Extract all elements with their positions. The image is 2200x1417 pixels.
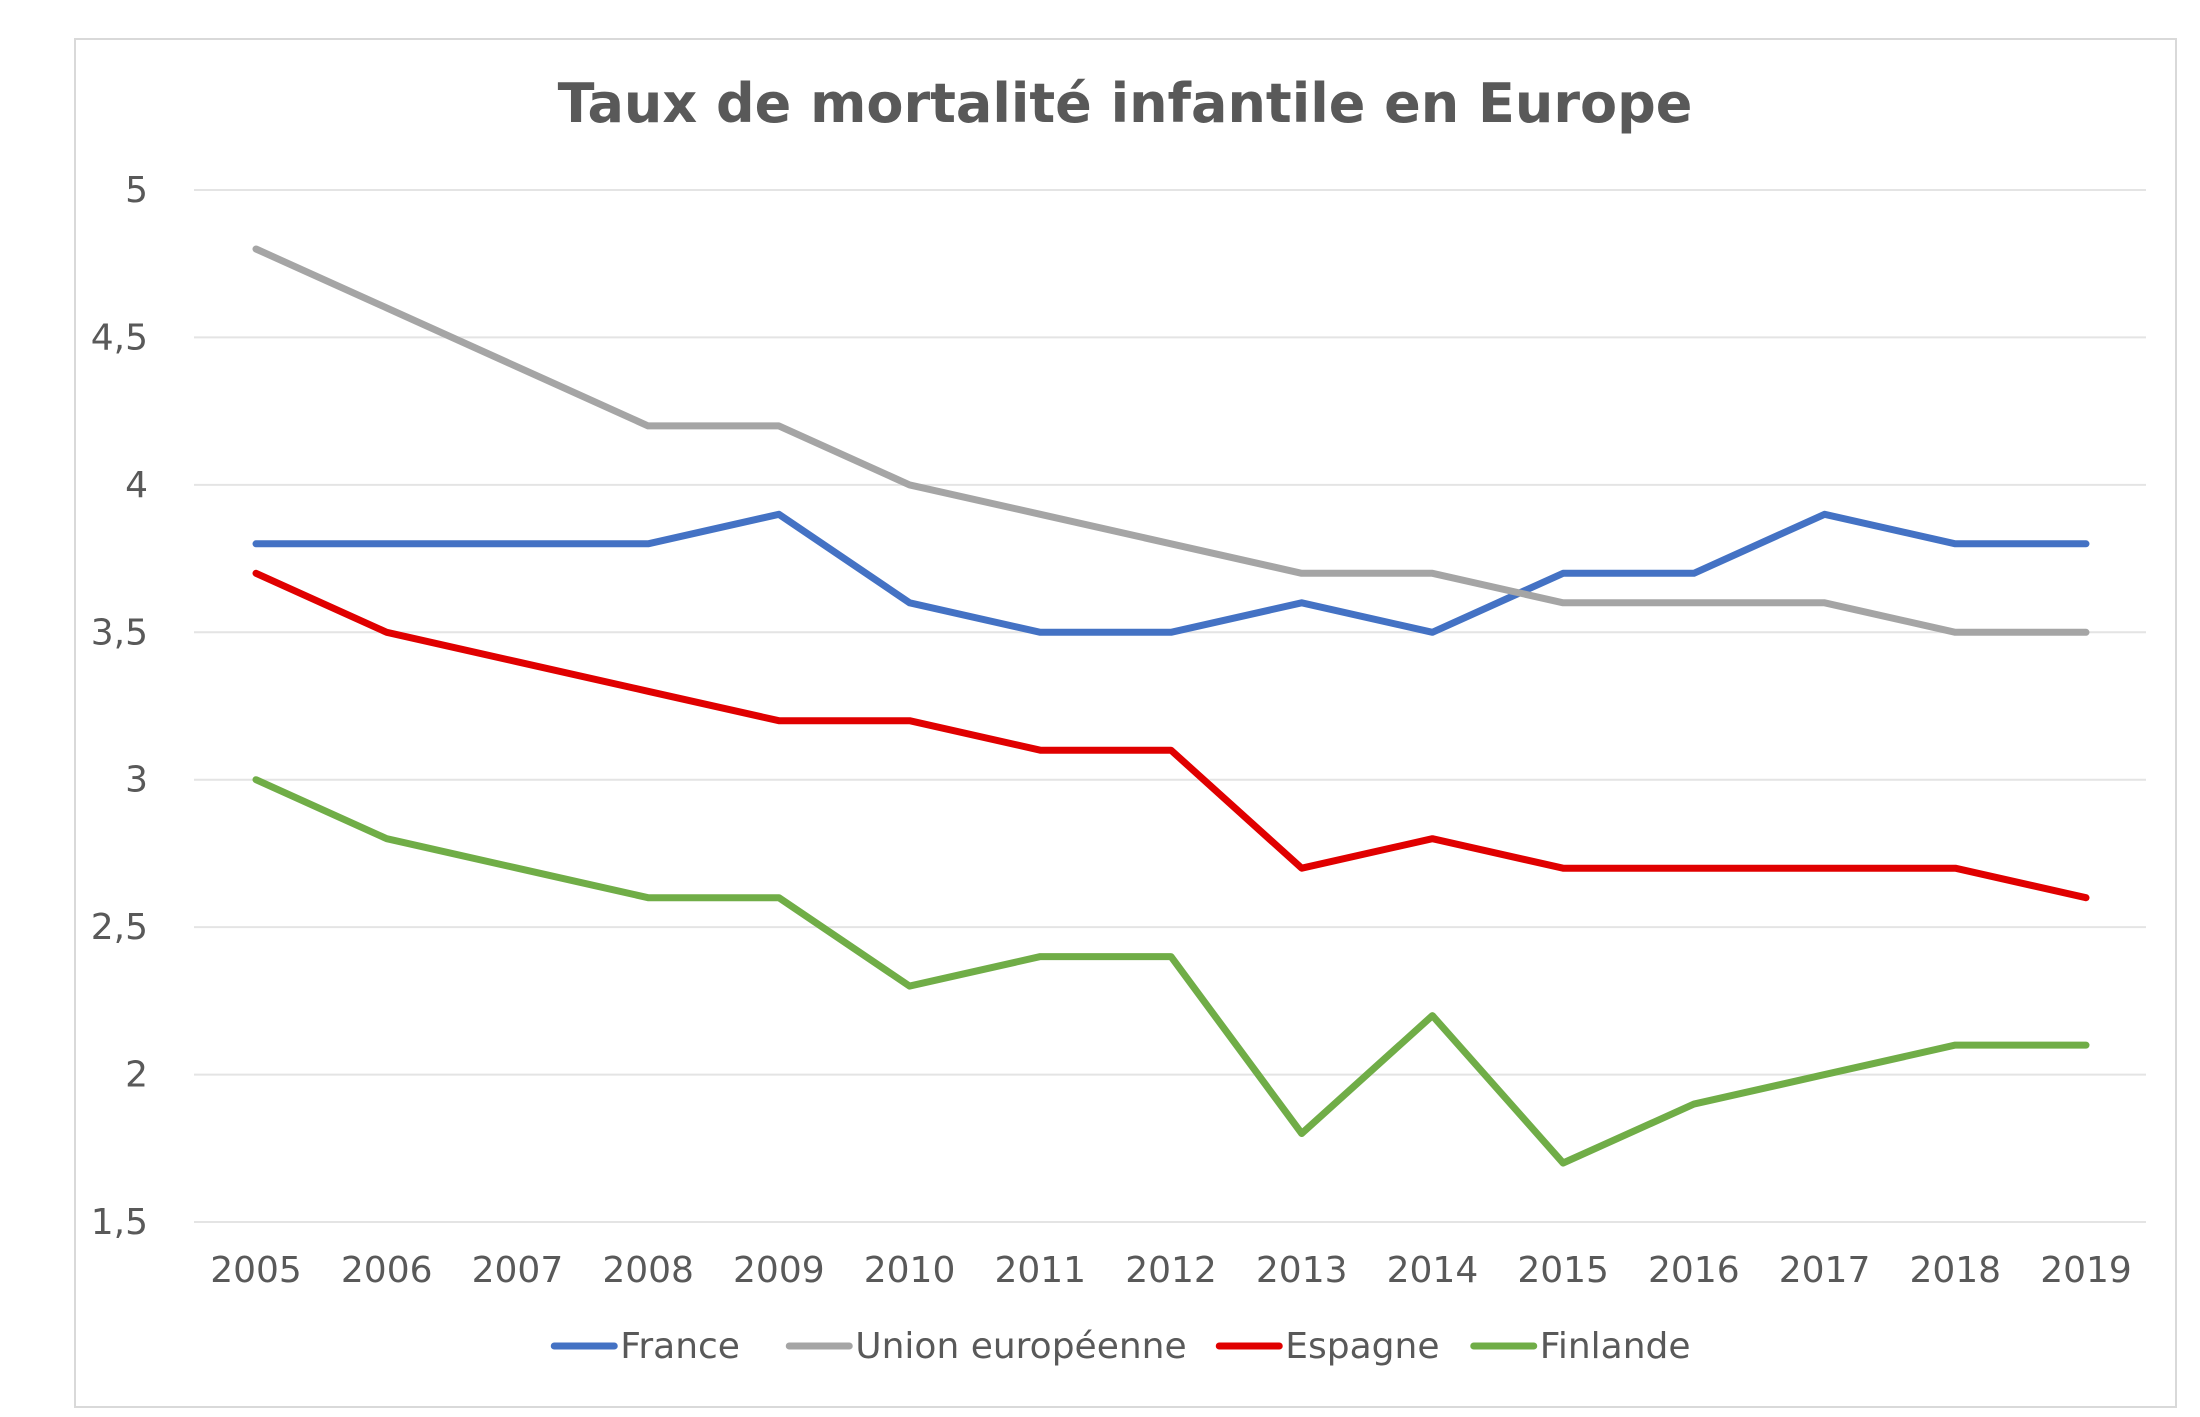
x-tick-label: 2018	[1909, 1250, 2001, 1291]
legend-item-union-europ-enne: Union européenne	[785, 1326, 1187, 1367]
y-tick-label: 2,5	[91, 907, 148, 948]
legend-label: Finlande	[1540, 1326, 1691, 1367]
x-tick-label: 2013	[1256, 1250, 1348, 1291]
series-line-france	[252, 510, 2090, 636]
y-tick-label: 4	[125, 465, 148, 506]
y-tick-label: 4,5	[91, 317, 148, 358]
x-axis-tick-labels: 2005 2006 2007 2008 2009 2010 2011 2012 2013 2014…	[210, 1250, 2132, 1291]
x-tick-label: 2007	[472, 1250, 564, 1291]
legend-item-espagne: Espagne	[1215, 1326, 1439, 1367]
x-tick-label: 2017	[1779, 1250, 1871, 1291]
x-tick-label: 2012	[1125, 1250, 1217, 1291]
y-tick-label: 1,5	[91, 1202, 148, 1243]
x-tick-label: 2014	[1387, 1250, 1479, 1291]
chart-title: Taux de mortalité infantile en Europe	[558, 72, 1693, 135]
legend-label: France	[620, 1326, 740, 1367]
x-tick-label: 2011	[994, 1250, 1086, 1291]
y-tick-label: 3	[125, 760, 148, 801]
legend-label: Espagne	[1285, 1326, 1439, 1367]
series-line-union-europ-enne	[252, 245, 2090, 636]
x-tick-label: 2015	[1517, 1250, 1609, 1291]
x-tick-label: 2016	[1648, 1250, 1740, 1291]
series-line-finlande	[252, 776, 2090, 1167]
legend: France Union européenne Espagne Finlande	[550, 1326, 1691, 1367]
legend-item-france: France	[550, 1326, 740, 1367]
y-tick-label: 3,5	[91, 612, 148, 653]
series-line-espagne	[252, 569, 2090, 902]
series-lines	[252, 245, 2090, 1167]
x-tick-label: 2010	[864, 1250, 956, 1291]
legend-label: Union européenne	[855, 1326, 1186, 1367]
chart-container: Taux de mortalité infantile en Europe 1,…	[74, 38, 2177, 1408]
y-axis-tick-labels: 1,5 2 2,5 3 3,5 4 4,5 5	[91, 170, 148, 1243]
x-tick-label: 2019	[2040, 1250, 2132, 1291]
y-tick-label: 2	[125, 1055, 148, 1096]
x-tick-label: 2009	[733, 1250, 825, 1291]
legend-item-finlande: Finlande	[1470, 1326, 1691, 1367]
x-tick-label: 2006	[341, 1250, 433, 1291]
x-tick-label: 2008	[602, 1250, 694, 1291]
line-chart: Taux de mortalité infantile en Europe 1,…	[91, 72, 2146, 1367]
x-tick-label: 2005	[210, 1250, 302, 1291]
y-tick-label: 5	[125, 170, 148, 211]
